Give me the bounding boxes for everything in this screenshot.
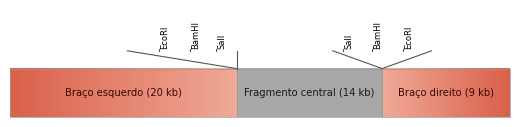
Text: EcoRI: EcoRI bbox=[405, 25, 413, 49]
Bar bbox=[237, 69, 382, 117]
Text: Braço esquerdo (20 kb): Braço esquerdo (20 kb) bbox=[65, 88, 182, 98]
Text: Braço direito (9 kb): Braço direito (9 kb) bbox=[398, 88, 494, 98]
Text: EcoRI: EcoRI bbox=[160, 25, 169, 49]
Text: BamHI: BamHI bbox=[373, 21, 382, 49]
Text: Fragmento central (14 kb): Fragmento central (14 kb) bbox=[244, 88, 374, 98]
Bar bbox=[382, 69, 510, 117]
Text: BamHI: BamHI bbox=[191, 21, 200, 49]
Text: SalI: SalI bbox=[217, 33, 226, 49]
Bar bbox=[10, 69, 237, 117]
Text: SalI: SalI bbox=[345, 33, 354, 49]
